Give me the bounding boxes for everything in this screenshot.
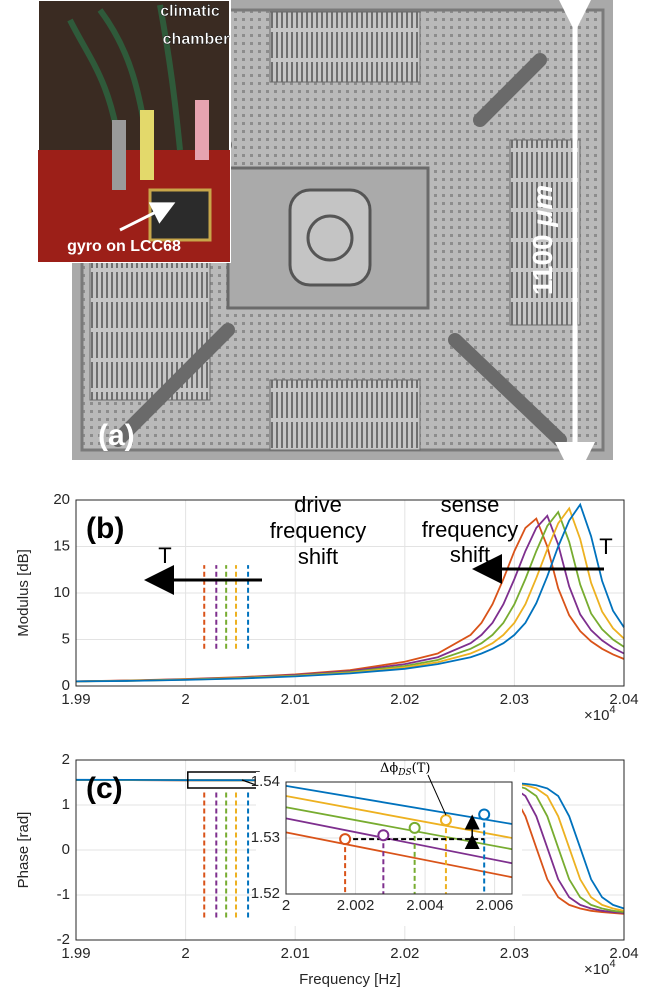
y-tick-label: 1 (62, 796, 70, 813)
panel-label: (a) (98, 419, 135, 452)
y-tick-label: 1.54 (251, 773, 280, 790)
y-tick-label: 10 (53, 584, 70, 601)
inset-label: gyro on LCC68 (67, 238, 181, 255)
annotation: sense (441, 492, 500, 517)
y-tick-label: 0 (62, 841, 70, 858)
x-multiplier: ×104 (584, 958, 616, 978)
annotation: shift (298, 544, 338, 569)
x-tick-label: 2.01 (281, 945, 310, 962)
y-axis-label: Phase [rad] (15, 812, 32, 889)
x-axis-label: Frequency [Hz] (299, 971, 401, 988)
x-tick-label: 2.02 (390, 691, 419, 708)
drive-point (479, 809, 489, 819)
drive-point (410, 823, 420, 833)
x-tick-label: 2.01 (281, 691, 310, 708)
inset-label: chamber (163, 31, 230, 48)
drive-point (378, 830, 388, 840)
x-tick-label: 2.02 (390, 945, 419, 962)
delta-argument: (T) (412, 761, 431, 776)
drive-point (441, 815, 451, 825)
x-multiplier-base: ×10 (584, 707, 609, 724)
delta-symbol: Δϕ (380, 761, 398, 776)
delta-subscript: DS (397, 768, 411, 778)
drive-point (340, 834, 350, 844)
y-tick-label: 20 (53, 491, 70, 508)
scale-unit: μm (527, 185, 558, 228)
inset-label: climatic (160, 3, 220, 20)
annotation: drive (294, 492, 342, 517)
x-tick-label: 2.03 (500, 691, 529, 708)
panel-label: (c) (86, 772, 123, 805)
x-tick-label: 2.004 (406, 897, 444, 914)
y-tick-label: 0 (62, 677, 70, 694)
annotation: T (599, 534, 612, 559)
y-tick-label: 2 (62, 751, 70, 768)
annotation: T (158, 543, 171, 568)
panel-label: (b) (86, 512, 124, 545)
y-tick-label: 1.52 (251, 885, 280, 902)
y-tick-label: 1.53 (251, 829, 280, 846)
scale-bar-label: 1100 μm (527, 185, 558, 295)
y-tick-label: 15 (53, 537, 70, 554)
annotation: frequency (422, 517, 519, 542)
x-tick-label: 2.006 (476, 897, 514, 914)
x-multiplier: ×104 (584, 704, 616, 724)
x-multiplier-exp: 4 (609, 958, 615, 970)
annotation: shift (450, 542, 490, 567)
x-tick-label: 2.002 (337, 897, 375, 914)
y-tick-label: -2 (57, 931, 70, 948)
x-multiplier-base: ×10 (584, 961, 609, 978)
figure: climatic chamber gyro on LCC68 (a) 1100 … (0, 0, 661, 991)
x-tick-label: 2 (181, 691, 189, 708)
y-tick-label: 5 (62, 630, 70, 647)
y-tick-label: -1 (57, 886, 70, 903)
x-multiplier-exp: 4 (609, 704, 615, 716)
scale-value: 1100 (527, 227, 558, 296)
x-tick-label: 2.03 (500, 945, 529, 962)
x-tick-label: 2 (181, 945, 189, 962)
y-axis-label: Modulus [dB] (15, 549, 32, 637)
x-tick-label: 2 (282, 897, 290, 914)
annotation: frequency (270, 518, 367, 543)
